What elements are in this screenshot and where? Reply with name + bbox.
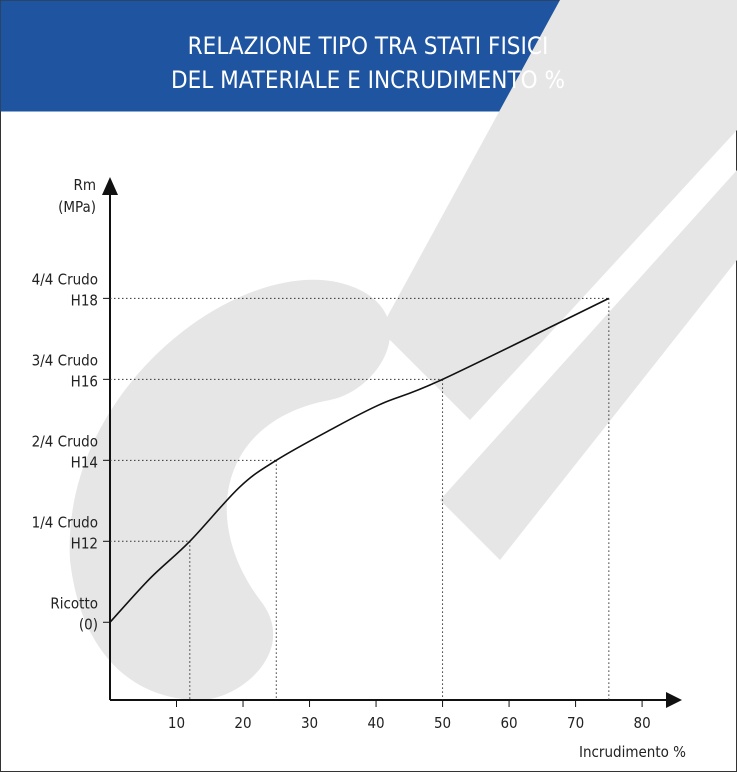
x-tick-label: 60 <box>500 714 517 732</box>
chart-title: RELAZIONE TIPO TRA STATI FISICI <box>188 32 549 60</box>
page: RELAZIONE TIPO TRA STATI FISICI DEL MATE… <box>0 0 737 772</box>
y-axis-title: Rm <box>73 176 96 194</box>
x-tick-label: 20 <box>234 714 251 732</box>
chart: RELAZIONE TIPO TRA STATI FISICI DEL MATE… <box>0 0 737 772</box>
y-tick-label: H16 <box>71 372 98 390</box>
x-tick-label: 10 <box>168 714 185 732</box>
x-tick-label: 40 <box>367 714 384 732</box>
y-tick-label: 1/4 Crudo <box>32 513 98 531</box>
y-tick-label: 4/4 Crudo <box>32 270 98 288</box>
y-tick-label: 2/4 Crudo <box>32 432 98 450</box>
y-tick-label: H18 <box>71 291 98 309</box>
y-tick-label: Ricotto <box>50 594 98 612</box>
y-axis-title: (MPa) <box>58 198 96 216</box>
y-tick-label: H14 <box>71 453 98 471</box>
chart-title: DEL MATERIALE E INCRUDIMENTO % <box>171 66 565 94</box>
y-tick-label: (0) <box>79 615 98 633</box>
x-axis-title: Incrudimento % <box>579 743 686 761</box>
x-tick-label: 30 <box>301 714 318 732</box>
x-tick-label: 70 <box>567 714 584 732</box>
y-tick-label: 3/4 Crudo <box>32 351 98 369</box>
x-tick-label: 80 <box>634 714 651 732</box>
x-tick-label: 50 <box>434 714 451 732</box>
y-tick-label: H12 <box>71 534 98 552</box>
